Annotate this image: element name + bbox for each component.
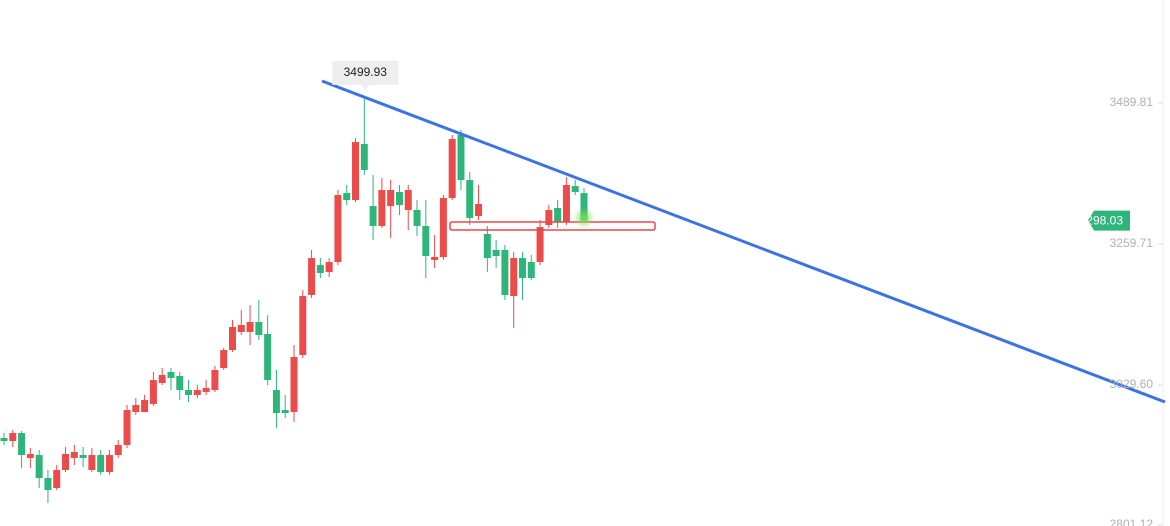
candle-body [483, 234, 491, 259]
candle-body [299, 296, 307, 356]
candle-body [501, 250, 509, 295]
high-label: 3499.93 [344, 65, 388, 79]
candle-body [536, 227, 544, 263]
y-tick-label: 3489.81 [1110, 95, 1154, 109]
candle-body [404, 190, 412, 210]
candle-body [439, 197, 447, 257]
candle-body [167, 372, 175, 379]
labels: 3489.81 3259.71 3029.60 2801.12 3499.93 3298.… [332, 60, 1163, 526]
price-tag-label: 3298.03 [1080, 214, 1124, 228]
candle-body [158, 375, 166, 383]
candle-body [475, 203, 483, 217]
candle-body [62, 453, 70, 470]
candle-body [211, 369, 219, 391]
candle-body [343, 193, 351, 201]
candle-body [387, 190, 395, 207]
candle-body [97, 455, 105, 473]
candle-body [246, 322, 254, 332]
candle-body [220, 350, 228, 369]
candle-body [88, 455, 96, 470]
candle-body [185, 390, 193, 395]
candle-body [316, 265, 324, 273]
candle-body [308, 258, 316, 295]
candle-body [545, 209, 553, 226]
y-tick-label: 3029.60 [1110, 377, 1154, 391]
candle-body [228, 327, 236, 351]
candle-body [202, 388, 210, 392]
candle-body [492, 250, 500, 257]
candle-body [264, 334, 272, 381]
candle-body [554, 208, 562, 223]
candle-body [105, 455, 113, 473]
candle-body [334, 194, 342, 263]
candle-body [422, 225, 430, 257]
candle-body [395, 191, 403, 206]
candle-body [448, 138, 456, 198]
candle-body [18, 433, 26, 456]
candle-body [114, 444, 122, 456]
high-callout [332, 60, 399, 90]
y-tick-label: 2801.12 [1110, 517, 1154, 526]
candle-body [413, 209, 421, 226]
candle-body [580, 193, 588, 221]
candle-body [0, 438, 8, 442]
candle-body [26, 453, 34, 458]
candle-body [141, 400, 149, 413]
candle-body [53, 469, 61, 489]
support-box [449, 221, 656, 231]
candle-body [352, 141, 360, 201]
candle-body [149, 380, 157, 404]
candle-body [290, 356, 298, 413]
price-tag [1088, 210, 1130, 231]
candle-body [70, 452, 78, 458]
candle-body [281, 410, 289, 414]
candle-body [431, 256, 439, 260]
last-glow [573, 207, 595, 229]
candle-body [9, 433, 17, 442]
candle-body [272, 390, 280, 414]
candle-body [360, 144, 368, 170]
candle-body [35, 455, 43, 479]
y-tick-label: 3259.71 [1110, 236, 1154, 250]
candle-body [325, 262, 333, 273]
candle-body [44, 478, 52, 491]
candle-body [378, 190, 386, 226]
candle-body [132, 405, 140, 413]
candle-body [571, 186, 579, 192]
candle-body [518, 258, 526, 279]
candle-body [193, 390, 201, 395]
candle-body [527, 262, 535, 279]
candle-body [369, 206, 377, 226]
candle-body [237, 325, 245, 332]
candle-body [510, 258, 518, 297]
candle-body [255, 322, 263, 336]
candle-body [176, 375, 184, 391]
candles [0, 96, 588, 504]
candle-body [457, 134, 465, 181]
candle-body [562, 184, 570, 223]
candle-body [79, 455, 87, 458]
candle-body [123, 410, 131, 445]
trend-line [321, 79, 1166, 404]
candle-body [466, 180, 474, 219]
